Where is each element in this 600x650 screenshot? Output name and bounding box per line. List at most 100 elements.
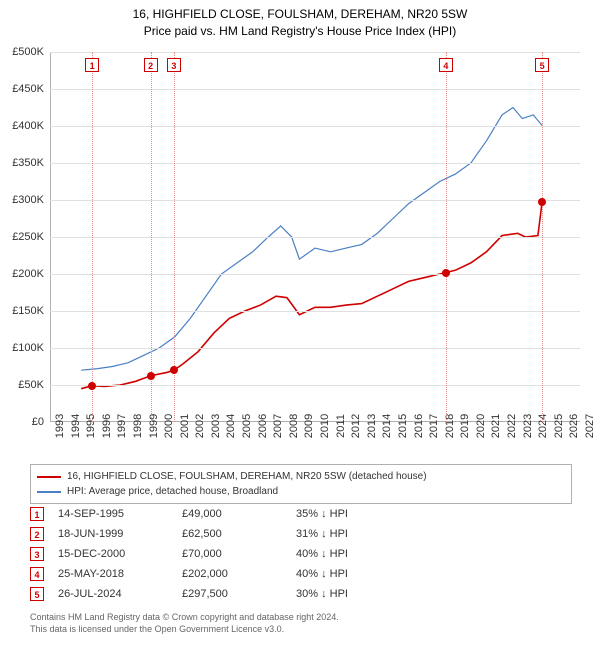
ytick-label: £250K xyxy=(12,231,44,243)
event-price: £297,500 xyxy=(182,588,282,600)
xtick-label: 2010 xyxy=(319,414,331,438)
ytick-label: £300K xyxy=(12,194,44,206)
ytick-label: £150K xyxy=(12,305,44,317)
gridline-h xyxy=(50,274,580,275)
event-diff: 31% ↓ HPI xyxy=(296,528,386,540)
xtick-label: 2009 xyxy=(303,414,315,438)
event-data-point xyxy=(88,382,96,390)
xtick-label: 2022 xyxy=(506,414,518,438)
xtick-label: 2006 xyxy=(257,414,269,438)
gridline-h xyxy=(50,311,580,312)
event-marker-box: 2 xyxy=(144,58,158,72)
event-data-point xyxy=(538,198,546,206)
legend-swatch xyxy=(37,491,61,493)
event-marker-box: 3 xyxy=(167,58,181,72)
event-diff: 35% ↓ HPI xyxy=(296,508,386,520)
event-marker-box: 4 xyxy=(439,58,453,72)
ytick-label: £200K xyxy=(12,268,44,280)
event-diff: 40% ↓ HPI xyxy=(296,568,386,580)
xtick-label: 2007 xyxy=(272,414,284,438)
xtick-label: 1996 xyxy=(101,414,113,438)
xtick-label: 2026 xyxy=(568,414,580,438)
ytick-label: £0 xyxy=(32,416,44,428)
title-area: 16, HIGHFIELD CLOSE, FOULSHAM, DEREHAM, … xyxy=(0,0,600,40)
xtick-label: 1998 xyxy=(132,414,144,438)
gridline-h xyxy=(50,200,580,201)
event-price: £49,000 xyxy=(182,508,282,520)
xtick-label: 2012 xyxy=(350,414,362,438)
event-marker-box: 1 xyxy=(85,58,99,72)
xtick-label: 2023 xyxy=(522,414,534,438)
event-vline xyxy=(446,52,447,422)
xtick-label: 2025 xyxy=(553,414,565,438)
event-row: 5 26-JUL-2024 £297,500 30% ↓ HPI xyxy=(30,584,572,604)
event-vline xyxy=(92,52,93,422)
event-price: £62,500 xyxy=(182,528,282,540)
xtick-label: 2003 xyxy=(210,414,222,438)
event-diff: 40% ↓ HPI xyxy=(296,548,386,560)
chart-container: 16, HIGHFIELD CLOSE, FOULSHAM, DEREHAM, … xyxy=(0,0,600,650)
title-line-1: 16, HIGHFIELD CLOSE, FOULSHAM, DEREHAM, … xyxy=(0,6,600,23)
event-date: 14-SEP-1995 xyxy=(58,508,168,520)
xtick-label: 1993 xyxy=(54,414,66,438)
xtick-label: 2019 xyxy=(459,414,471,438)
xtick-label: 2027 xyxy=(584,414,596,438)
event-row-marker: 4 xyxy=(30,567,44,581)
footer-line-2: This data is licensed under the Open Gov… xyxy=(30,624,572,636)
title-line-2: Price paid vs. HM Land Registry's House … xyxy=(0,23,600,40)
legend-swatch xyxy=(37,476,61,478)
legend-row: 16, HIGHFIELD CLOSE, FOULSHAM, DEREHAM, … xyxy=(37,469,565,484)
event-date: 26-JUL-2024 xyxy=(58,588,168,600)
xtick-label: 2020 xyxy=(475,414,487,438)
footer-line-1: Contains HM Land Registry data © Crown c… xyxy=(30,612,572,624)
event-date: 15-DEC-2000 xyxy=(58,548,168,560)
event-diff: 30% ↓ HPI xyxy=(296,588,386,600)
xtick-label: 2017 xyxy=(428,414,440,438)
xtick-label: 2021 xyxy=(490,414,502,438)
event-data-point xyxy=(442,269,450,277)
event-vline xyxy=(542,52,543,422)
gridline-h xyxy=(50,385,580,386)
ytick-label: £400K xyxy=(12,120,44,132)
xtick-label: 1997 xyxy=(116,414,128,438)
event-data-point xyxy=(170,366,178,374)
event-row: 3 15-DEC-2000 £70,000 40% ↓ HPI xyxy=(30,544,572,564)
xtick-label: 2002 xyxy=(194,414,206,438)
footer: Contains HM Land Registry data © Crown c… xyxy=(30,612,572,635)
xtick-label: 2005 xyxy=(241,414,253,438)
event-row-marker: 5 xyxy=(30,587,44,601)
xtick-label: 2011 xyxy=(335,414,347,438)
event-row-marker: 3 xyxy=(30,547,44,561)
event-date: 25-MAY-2018 xyxy=(58,568,168,580)
ytick-label: £350K xyxy=(12,157,44,169)
event-date: 18-JUN-1999 xyxy=(58,528,168,540)
xtick-label: 1994 xyxy=(70,414,82,438)
event-row: 2 18-JUN-1999 £62,500 31% ↓ HPI xyxy=(30,524,572,544)
gridline-h xyxy=(50,163,580,164)
legend-label: 16, HIGHFIELD CLOSE, FOULSHAM, DEREHAM, … xyxy=(67,469,427,484)
legend-box: 16, HIGHFIELD CLOSE, FOULSHAM, DEREHAM, … xyxy=(30,464,572,504)
event-row-marker: 2 xyxy=(30,527,44,541)
ytick-label: £500K xyxy=(12,46,44,58)
xtick-label: 2014 xyxy=(381,414,393,438)
gridline-h xyxy=(50,126,580,127)
ytick-label: £100K xyxy=(12,342,44,354)
xtick-label: 2004 xyxy=(225,414,237,438)
event-marker-box: 5 xyxy=(535,58,549,72)
event-row: 114-SEP-1995£49,00035% ↓ HPI xyxy=(30,504,572,524)
ytick-label: £50K xyxy=(18,379,44,391)
xtick-label: 1999 xyxy=(148,414,160,438)
event-price: £70,000 xyxy=(182,548,282,560)
xtick-label: 2016 xyxy=(413,414,425,438)
gridline-h xyxy=(50,52,580,53)
xtick-label: 2001 xyxy=(179,414,191,438)
ytick-label: £450K xyxy=(12,83,44,95)
legend-row: HPI: Average price, detached house, Broa… xyxy=(37,484,565,499)
xtick-label: 2008 xyxy=(288,414,300,438)
event-row: 425-MAY-2018£202,00040% ↓ HPI xyxy=(30,564,572,584)
chart-area: £0£50K£100K£150K£200K£250K£300K£350K£400… xyxy=(50,52,580,422)
legend-label: HPI: Average price, detached house, Broa… xyxy=(67,484,278,499)
gridline-h xyxy=(50,89,580,90)
events-table: 114-SEP-1995£49,00035% ↓ HPI218-JUN-1999… xyxy=(30,504,572,604)
xtick-label: 2024 xyxy=(537,414,549,438)
